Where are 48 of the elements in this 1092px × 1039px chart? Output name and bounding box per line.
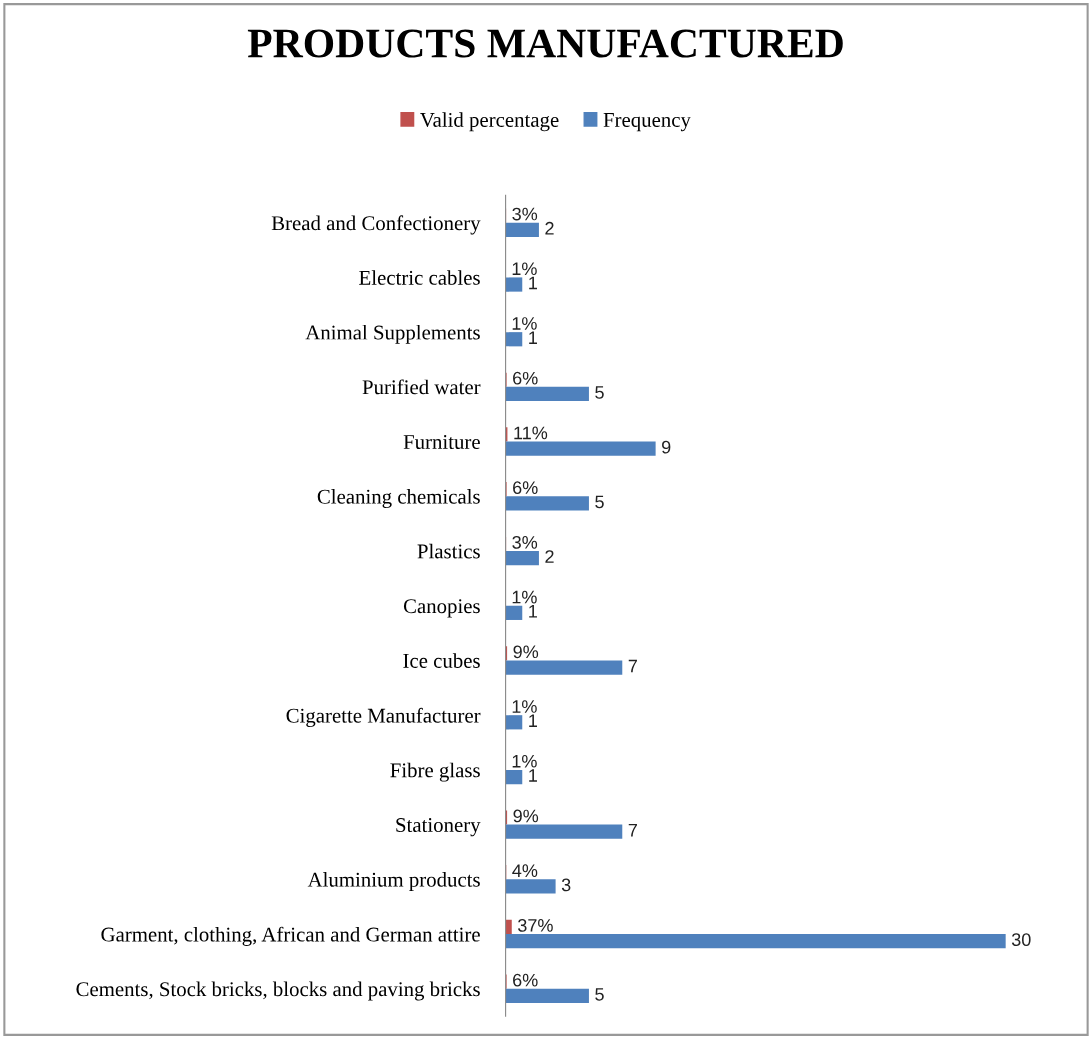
- y-tick-label: Cigarette Manufacturer: [286, 707, 481, 728]
- legend-label: Frequency: [603, 113, 691, 132]
- data-label: 9%: [513, 645, 539, 659]
- data-label: 9: [662, 440, 671, 454]
- y-tick-label: Bread and Confectionery: [271, 215, 481, 235]
- y-tick-label: Fibre glass: [390, 762, 480, 782]
- data-label: 11%: [514, 426, 548, 440]
- y-tick-label: Animal Supplements: [305, 324, 480, 344]
- data-label: 2: [545, 550, 554, 563]
- data-label: 6%: [513, 481, 538, 495]
- legend-label: Valid percentage: [420, 112, 559, 132]
- data-label: 4%: [512, 864, 538, 877]
- y-tick-label: Furniture: [403, 435, 480, 450]
- y-tick-label: Plastics: [417, 543, 480, 559]
- data-label: 6%: [513, 973, 538, 987]
- data-label: 1: [529, 331, 537, 344]
- data-label: 7: [628, 659, 637, 673]
- data-label: 5: [595, 495, 604, 509]
- data-label: 3%: [512, 535, 538, 549]
- data-label: 2: [545, 221, 554, 235]
- data-label: 1%: [512, 754, 537, 768]
- data-label: 1%: [512, 700, 537, 713]
- data-label: 1%: [512, 317, 537, 330]
- y-tick-label: Ice cubes: [403, 653, 480, 668]
- data-label: 5: [595, 988, 604, 1001]
- data-label: 37%: [518, 919, 553, 932]
- y-tick-label: Electric cables: [359, 270, 480, 285]
- y-tick-label: Cements, Stock bricks, blocks and paving bricks: [76, 981, 480, 1001]
- chart-title: PRODUCTS MANUFACTURED: [247, 29, 843, 58]
- y-tick-label: Canopies: [403, 599, 480, 618]
- data-label: 7: [628, 823, 637, 837]
- data-label: 30: [1011, 933, 1031, 947]
- data-label: 5: [595, 386, 604, 399]
- data-label: 1: [529, 714, 537, 727]
- y-tick-label: Aluminium products: [307, 872, 480, 892]
- data-label: 6%: [513, 371, 538, 385]
- y-tick-label: Cleaning chemicals: [317, 489, 480, 509]
- data-label: 1: [529, 276, 537, 290]
- data-label: 1%: [512, 590, 537, 604]
- y-tick-label: Stationery: [396, 818, 481, 837]
- data-label: 1: [529, 605, 537, 618]
- data-label: 9%: [513, 809, 539, 823]
- y-tick-label: Garment, clothing, African and German attire: [101, 926, 480, 946]
- data-label: 3: [561, 878, 571, 892]
- data-label: 1: [529, 769, 537, 782]
- data-label: 1%: [512, 262, 537, 276]
- data-label: 3%: [512, 207, 538, 221]
- y-tick-label: Purified water: [362, 379, 481, 395]
